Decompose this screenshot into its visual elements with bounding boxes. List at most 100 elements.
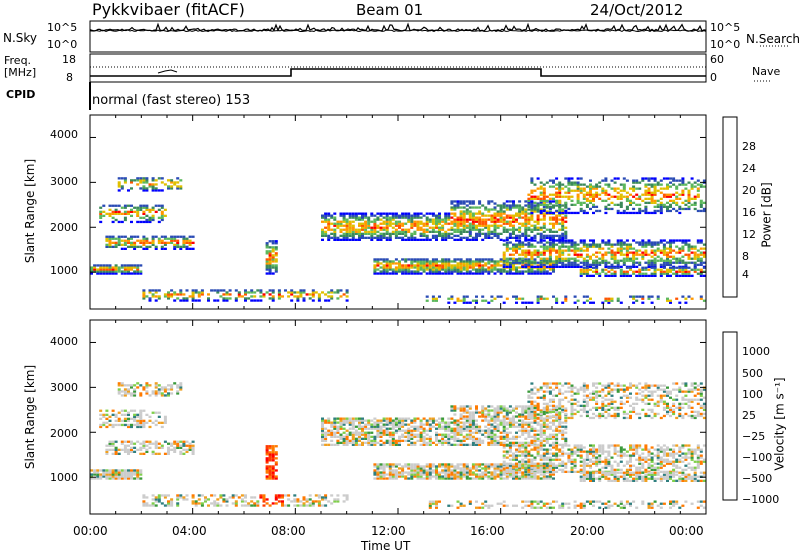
echo-cell	[512, 441, 515, 444]
echo-cell	[407, 417, 411, 420]
echo-cell	[431, 270, 435, 273]
echo-cell	[376, 236, 380, 239]
echo-cell	[647, 263, 651, 266]
echo-cell	[145, 208, 149, 211]
echo-cell	[373, 264, 377, 267]
echo-cell	[299, 289, 303, 292]
echo-cell	[644, 274, 648, 277]
echo-cell	[487, 208, 491, 211]
echo-cell	[324, 419, 328, 422]
echo-cell	[207, 498, 210, 501]
echo-cell	[410, 421, 414, 424]
echo-cell	[681, 241, 685, 244]
echo-cell	[552, 218, 555, 221]
echo-cell	[579, 265, 583, 268]
echo-cell	[179, 440, 183, 443]
echo-cell	[404, 266, 408, 269]
echo-cell	[342, 220, 346, 223]
echo-cell	[182, 297, 186, 300]
echo-cell	[136, 473, 140, 476]
echo-cell	[622, 243, 626, 246]
echo-cell	[373, 463, 377, 466]
echo-cell	[342, 234, 346, 237]
echo-cell	[610, 243, 614, 246]
echo-cell	[333, 498, 337, 501]
echo-cell	[268, 272, 272, 275]
echo-cell	[450, 407, 454, 410]
echo-cell	[650, 199, 654, 202]
echo-cell	[388, 212, 392, 215]
echo-cell	[459, 206, 463, 209]
echo-cell	[539, 181, 543, 184]
echo-cell	[564, 185, 568, 188]
echo-cell	[505, 206, 509, 209]
echo-cell	[662, 245, 666, 248]
echo-cell	[354, 228, 358, 231]
echo-cell	[419, 228, 423, 231]
echo-cell	[339, 228, 343, 231]
echo-cell	[496, 268, 500, 271]
echo-cell	[502, 206, 506, 209]
echo-cell	[512, 220, 515, 223]
echo-cell	[521, 415, 525, 418]
echo-cell	[481, 218, 485, 221]
echo-cell	[502, 253, 506, 256]
echo-cell	[567, 241, 571, 244]
echo-cell	[539, 268, 543, 271]
echo-cell	[672, 241, 676, 244]
echo-cell	[687, 261, 691, 264]
echo-cell	[508, 448, 512, 451]
echo-cell	[93, 471, 97, 474]
echo-cell	[555, 239, 559, 242]
echo-cell	[179, 384, 183, 387]
echo-cell	[317, 293, 321, 296]
echo-cell	[622, 253, 626, 256]
echo-cell	[475, 270, 478, 273]
echo-cell	[136, 179, 140, 182]
echo-cell	[182, 299, 186, 302]
echo-cell	[333, 218, 337, 221]
echo-cell	[391, 230, 395, 233]
echo-cell	[333, 443, 337, 446]
echo-cell	[619, 193, 623, 196]
echo-cell	[191, 446, 195, 449]
echo-cell	[465, 433, 469, 436]
echo-cell	[367, 230, 371, 233]
echo-cell	[530, 200, 534, 203]
echo-cell	[567, 239, 571, 242]
echo-cell	[478, 258, 482, 261]
echo-cell	[471, 214, 475, 217]
echo-cell	[518, 423, 522, 426]
echo-cell	[496, 236, 500, 239]
echo-cell	[699, 209, 703, 213]
echo-cell	[545, 199, 549, 202]
echo-cell	[475, 506, 478, 509]
echo-cell	[644, 249, 648, 252]
echo-cell	[441, 463, 445, 466]
echo-cell	[354, 417, 358, 420]
echo-cell	[435, 297, 438, 300]
echo-cell	[542, 236, 546, 239]
echo-cell	[672, 183, 676, 186]
echo-cell	[465, 220, 469, 223]
echo-cell	[450, 228, 454, 231]
nsky-tick-high: 10^5	[47, 21, 78, 34]
echo-cell	[465, 301, 469, 304]
echo-cell	[130, 237, 133, 240]
echo-cell	[447, 465, 451, 468]
xtick-label: 12:00	[371, 524, 406, 538]
echo-cell	[465, 417, 469, 420]
echo-cell	[391, 475, 395, 478]
echo-cell	[305, 500, 309, 503]
echo-cell	[398, 270, 401, 273]
echo-cell	[333, 425, 337, 428]
echo-cell	[530, 260, 534, 263]
echo-cell	[453, 405, 457, 408]
echo-cell	[379, 218, 383, 221]
echo-cell	[225, 504, 229, 507]
echo-cell	[438, 463, 441, 466]
echo-cell	[404, 238, 408, 241]
echo-cell	[127, 270, 130, 273]
echo-cell	[376, 433, 380, 436]
echo-cell	[204, 498, 207, 501]
